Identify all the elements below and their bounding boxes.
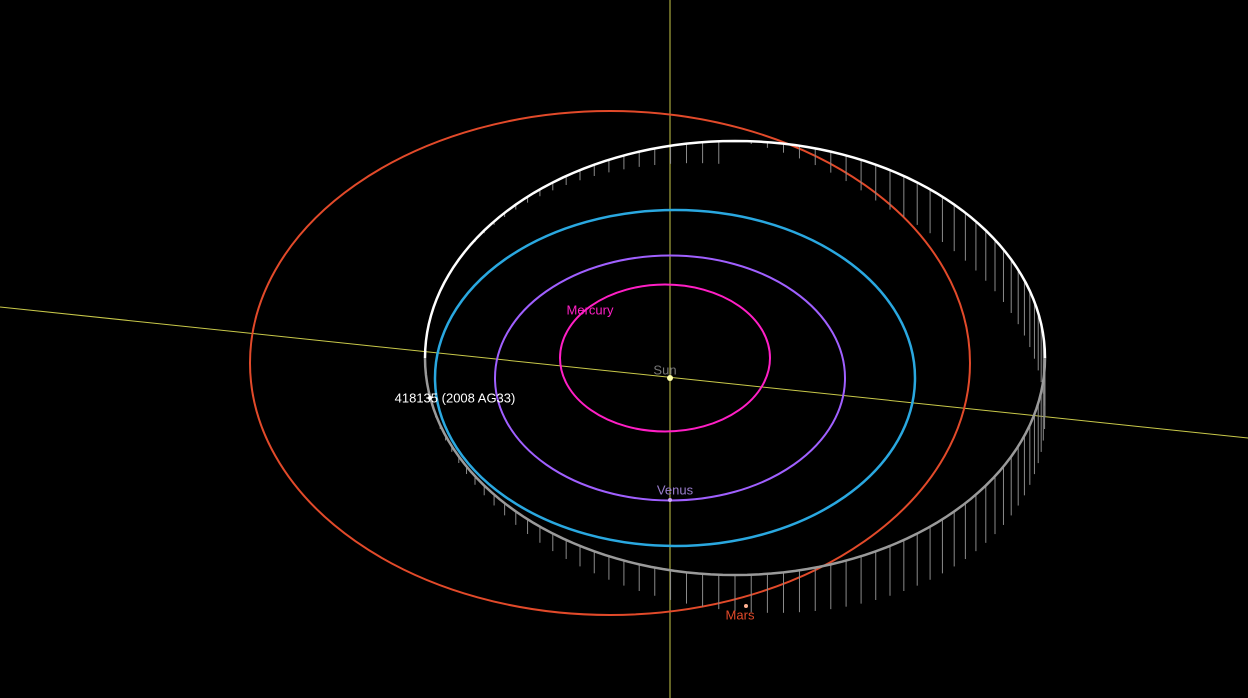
orbit-diagram: Sun Mercury Venus Mars 418135 (2008 AG33… bbox=[0, 0, 1248, 698]
orbit-svg bbox=[0, 0, 1248, 698]
